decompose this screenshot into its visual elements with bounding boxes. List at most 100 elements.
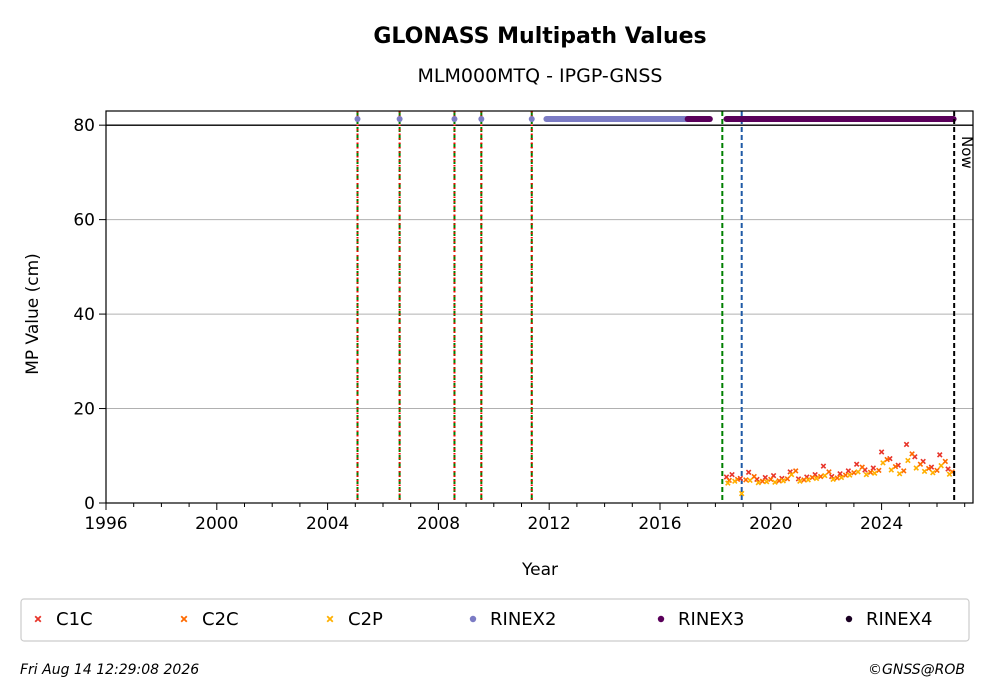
x-tick-label: 2024	[860, 514, 903, 534]
x-axis-label: Year	[521, 560, 558, 580]
c1c-point	[787, 469, 793, 475]
c2c-point	[801, 477, 807, 483]
c2c-point	[776, 478, 782, 484]
y-axis-ticks: 0 20 40 60 80	[73, 116, 106, 514]
c2c-point	[934, 467, 940, 474]
c2p-point	[946, 471, 953, 477]
c2p-point	[863, 471, 870, 478]
c1c-point	[928, 464, 935, 470]
c2c-point	[909, 451, 915, 457]
data-points	[723, 441, 955, 497]
x-tick-label: 2016	[638, 514, 681, 534]
c2p-point	[772, 479, 778, 485]
legend-label: RINEX2	[490, 609, 556, 630]
c1c-point	[878, 449, 885, 455]
c2p-point	[725, 480, 731, 486]
y-tick-label: 60	[73, 211, 95, 231]
grid-lines	[106, 124, 973, 410]
c1c-point	[895, 462, 901, 468]
c2p-point	[797, 478, 803, 485]
rinex2-point	[528, 116, 535, 123]
plot-frame	[105, 110, 974, 504]
rinex2-point	[354, 116, 361, 123]
c2c-point	[809, 474, 816, 481]
c1c-point	[936, 452, 943, 458]
chart-title: GLONASS Multipath Values	[373, 24, 706, 49]
rinex2-point	[396, 116, 403, 123]
c2c-point	[859, 464, 865, 470]
c2c-point	[768, 476, 774, 483]
c2p-point	[846, 472, 853, 478]
c2p-point	[871, 470, 878, 477]
c1c-point	[828, 473, 835, 480]
c1c-point	[945, 466, 951, 472]
legend-marker	[657, 615, 665, 623]
c1c-point	[853, 461, 860, 468]
c2c-point	[842, 472, 849, 478]
c2c-point	[900, 468, 907, 474]
c2p-point	[755, 479, 762, 486]
legend-label: C1C	[56, 609, 93, 630]
c2p-point	[938, 462, 944, 469]
legend-marker	[326, 615, 334, 623]
legend-marker	[469, 615, 477, 623]
c2p-point	[763, 478, 770, 485]
rinex2-point	[478, 116, 485, 123]
c2p-point	[738, 490, 745, 497]
c2c-point	[759, 478, 766, 485]
vertical-marker-lines	[356, 111, 743, 503]
c2p-point	[930, 470, 936, 476]
c1c-point	[745, 469, 752, 476]
c2c-point	[784, 476, 791, 482]
y-axis-label: MP Value (cm)	[23, 253, 43, 375]
x-tick-label: 2008	[417, 514, 460, 534]
c1c-point	[729, 471, 735, 478]
c2c-point	[925, 465, 932, 472]
c2c-point	[884, 456, 890, 463]
rinex2-point	[451, 116, 458, 123]
c2c-point	[942, 458, 949, 465]
c2c-point	[751, 473, 757, 480]
x-tick-label: 2004	[306, 514, 349, 534]
c2c-point	[743, 477, 749, 483]
c1c-point	[837, 470, 843, 477]
c2p-point	[838, 474, 845, 481]
c2c-point	[826, 469, 832, 475]
c1c-point	[903, 441, 910, 448]
c1c-point	[870, 465, 877, 471]
now-marker: Now	[953, 111, 976, 503]
x-tick-label: 2000	[195, 514, 238, 534]
c2p-point	[830, 476, 836, 483]
y-tick-label: 20	[73, 400, 95, 420]
footer-timestamp: Fri Aug 14 12:29:08 2026	[20, 662, 199, 678]
c2c-point	[817, 473, 824, 480]
legend-label: RINEX3	[678, 609, 744, 630]
c1c-point	[820, 463, 827, 469]
x-axis-ticks: 1996 2000 2004 2008 2012 2016 2020 2024	[84, 503, 966, 534]
c2p-point	[780, 478, 787, 484]
legend: C1C C2C C2P RINEX2 RINEX3 RINEX4	[34, 609, 932, 630]
c1c-point	[845, 468, 852, 474]
legend-box	[20, 598, 970, 642]
y-tick-label: 0	[84, 494, 95, 514]
now-label: Now	[958, 136, 976, 169]
c2p-point	[921, 468, 928, 475]
c2c-point	[867, 469, 874, 476]
c2c-point	[726, 477, 733, 484]
c2p-point	[813, 475, 820, 482]
c2p-point	[913, 465, 919, 471]
footer-copyright: ©GNSS@ROB	[868, 662, 965, 678]
c2c-point	[834, 475, 841, 481]
c2c-point	[876, 467, 882, 474]
legend-marker	[34, 615, 42, 623]
c2p-point	[732, 478, 738, 485]
x-tick-label: 2012	[528, 514, 571, 534]
legend-marker	[845, 615, 853, 623]
c2p-point	[822, 472, 828, 479]
c2p-point	[905, 457, 911, 464]
c2c-point	[851, 470, 857, 476]
c2p-point	[880, 460, 886, 466]
legend-marker	[180, 615, 188, 623]
rinex-availability-markers	[354, 116, 957, 123]
